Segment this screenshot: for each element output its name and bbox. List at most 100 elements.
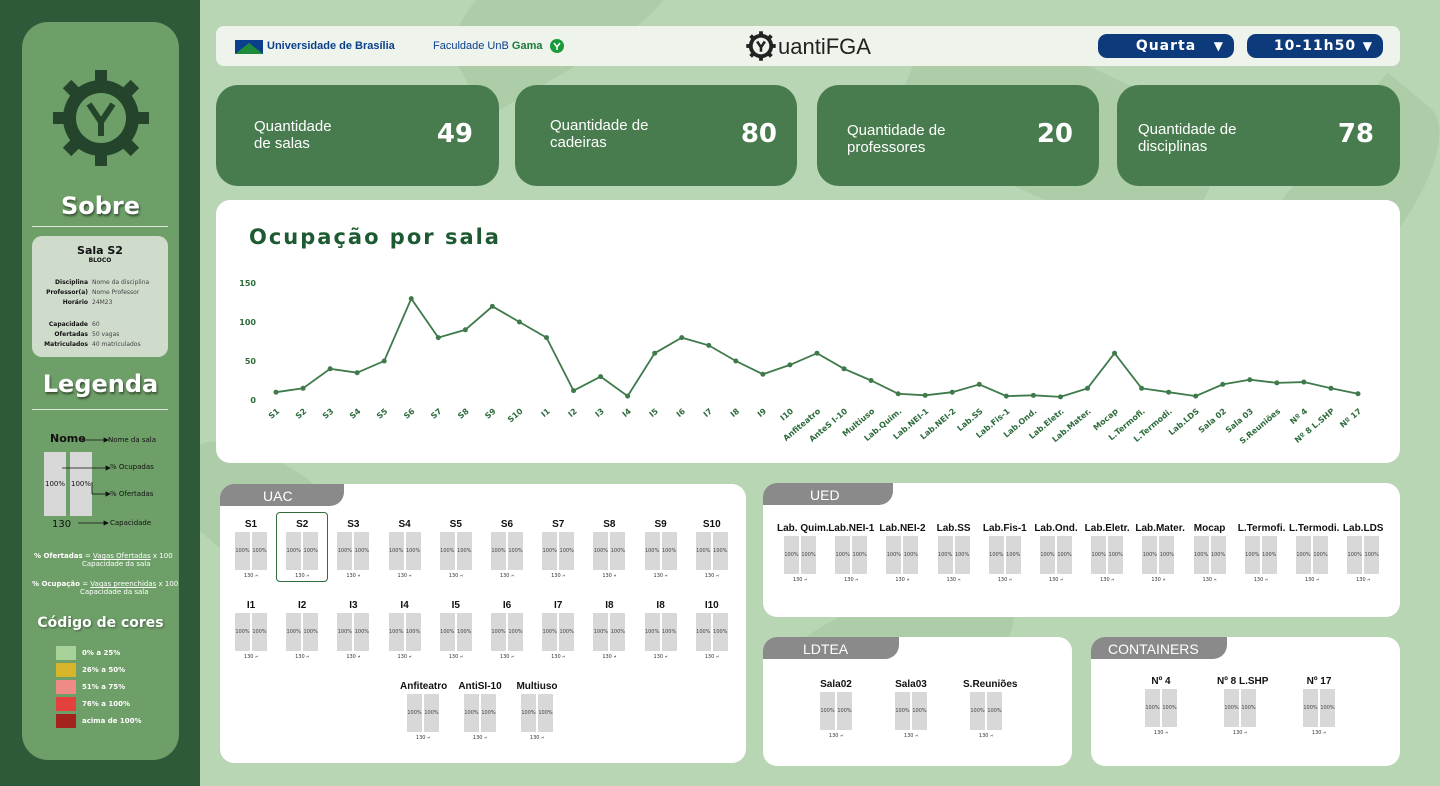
room-tile[interactable]: Mocap 100% 100% 130 ⑁ — [1187, 523, 1233, 583]
room-tile[interactable]: S.Reuniões 100% 100% 130 ⑁ — [963, 679, 1017, 739]
data-point[interactable] — [1301, 379, 1307, 385]
data-point[interactable] — [571, 388, 577, 394]
room-tile[interactable]: Sala02 100% 100% 130 ⑁ — [813, 679, 859, 739]
room-tile[interactable]: I5 100% 100% 130 ⑁ — [433, 600, 479, 660]
room-tile[interactable]: I1 100% 100% 130 ⑁ — [228, 600, 274, 660]
chair-icon: ⑁ — [1162, 577, 1166, 583]
data-point[interactable] — [1085, 385, 1090, 391]
data-point[interactable] — [1030, 392, 1036, 398]
room-tile[interactable]: S7 100% 100% 130 ⑁ — [535, 519, 581, 579]
data-point[interactable] — [1166, 389, 1172, 395]
data-point[interactable] — [1003, 393, 1009, 399]
room-tile[interactable]: S3 100% 100% 130 ⑁ — [330, 519, 376, 579]
room-tile[interactable]: Lab.LDS 100% 100% 130 ⑁ — [1340, 523, 1386, 583]
room-tile[interactable]: I3 100% 100% 130 ⑁ — [330, 600, 376, 660]
room-tile[interactable]: Multiuso 100% 100% 130 ⑁ — [514, 681, 560, 741]
room-occupied-bar: 100% — [820, 692, 835, 730]
data-point[interactable] — [652, 350, 658, 356]
data-point[interactable] — [841, 366, 847, 372]
room-capacity: 130 ⑁ — [1253, 577, 1268, 583]
data-point[interactable] — [598, 374, 604, 380]
room-tile[interactable]: Lab.NEI-2 100% 100% 130 ⑁ — [879, 523, 925, 583]
chair-icon: ⑁ — [408, 654, 412, 660]
data-point[interactable] — [760, 371, 766, 377]
data-point[interactable] — [976, 381, 982, 387]
room-tile[interactable]: Lab. Quim. 100% 100% 130 ⑁ — [777, 523, 829, 583]
room-tile[interactable]: Nº 4 100% 100% 130 ⑁ — [1138, 676, 1184, 736]
data-point[interactable] — [1355, 391, 1361, 397]
data-point[interactable] — [625, 393, 631, 399]
data-point[interactable] — [544, 335, 549, 341]
data-point[interactable] — [706, 342, 712, 348]
data-point[interactable] — [1247, 377, 1253, 383]
room-tile[interactable]: I2 100% 100% 130 ⑁ — [279, 600, 325, 660]
data-point[interactable] — [895, 391, 901, 397]
room-tile[interactable]: S2 100% 100% 130 ⑁ — [276, 512, 329, 582]
room-tile[interactable]: Nº 17 100% 100% 130 ⑁ — [1296, 676, 1342, 736]
data-point[interactable] — [516, 319, 522, 325]
room-tile[interactable]: I7 100% 100% 130 ⑁ — [535, 600, 581, 660]
room-offered-bar: 100% — [538, 694, 553, 732]
room-tile[interactable]: L.Termofi. 100% 100% 130 ⑁ — [1238, 523, 1286, 583]
data-point[interactable] — [489, 303, 495, 309]
room-occupied-bar: 100% — [970, 692, 985, 730]
room-capacity: 130 ⑁ — [448, 654, 463, 660]
room-tile[interactable]: S1 100% 100% 130 ⑁ — [228, 519, 274, 579]
containers-tab: CONTAINERS — [1091, 637, 1227, 659]
data-point[interactable] — [1057, 394, 1063, 400]
room-tile[interactable]: Nº 8 L.SHP 100% 100% 130 ⑁ — [1217, 676, 1268, 736]
room-tile[interactable]: S8 100% 100% 130 ⑁ — [586, 519, 632, 579]
data-point[interactable] — [381, 358, 387, 364]
room-tile[interactable]: S10 100% 100% 130 ⑁ — [689, 519, 735, 579]
room-tile[interactable]: I8 100% 100% 130 ⑁ — [638, 600, 684, 660]
data-point[interactable] — [868, 378, 874, 383]
room-tile[interactable]: I10 100% 100% 130 ⑁ — [689, 600, 735, 660]
data-point[interactable] — [354, 370, 360, 376]
data-point[interactable] — [949, 389, 955, 395]
room-tile[interactable]: L.Termodi. 100% 100% 130 ⑁ — [1289, 523, 1339, 583]
data-point[interactable] — [787, 362, 793, 368]
data-point[interactable] — [435, 335, 441, 341]
room-tile[interactable]: Lab.NEI-1 100% 100% 130 ⑁ — [828, 523, 874, 583]
room-tile[interactable]: Lab.SS 100% 100% 130 ⑁ — [931, 523, 977, 583]
data-point[interactable] — [1112, 350, 1118, 356]
data-point[interactable] — [327, 366, 333, 372]
room-tile[interactable]: Anfiteatro 100% 100% 130 ⑁ — [400, 681, 447, 741]
room-tile[interactable]: I4 100% 100% 130 ⑁ — [382, 600, 428, 660]
room-tile[interactable]: S6 100% 100% 130 ⑁ — [484, 519, 530, 579]
room-offered-bar: 100% — [252, 532, 267, 570]
room-tile[interactable]: Sala03 100% 100% 130 ⑁ — [888, 679, 934, 739]
room-tile[interactable]: S5 100% 100% 130 ⑁ — [433, 519, 479, 579]
room-tile[interactable]: Lab.Eletr. 100% 100% 130 ⑁ — [1084, 523, 1130, 583]
data-point[interactable] — [1193, 393, 1199, 399]
room-offered-bar: 100% — [987, 692, 1002, 730]
room-tile[interactable]: I6 100% 100% 130 ⑁ — [484, 600, 530, 660]
room-tile[interactable]: S4 100% 100% 130 ⑁ — [382, 519, 428, 579]
room-tile[interactable]: Lab.Mater. 100% 100% 130 ⑁ — [1135, 523, 1184, 583]
room-occupied-bar: 100% — [895, 692, 910, 730]
chair-icon: ⑁ — [664, 573, 668, 579]
data-point[interactable] — [408, 296, 414, 302]
room-tile[interactable]: S9 100% 100% 130 ⑁ — [638, 519, 684, 579]
x-tick-label: I5 — [648, 406, 661, 419]
day-select[interactable]: Quarta ▼ — [1098, 34, 1234, 58]
data-point[interactable] — [733, 358, 739, 364]
room-occupied-bar: 100% — [593, 532, 609, 570]
room-name: Lab. Quim. — [777, 523, 829, 534]
data-point[interactable] — [679, 335, 685, 341]
data-point[interactable] — [1274, 380, 1280, 386]
data-point[interactable] — [922, 392, 928, 398]
data-point[interactable] — [1328, 385, 1334, 391]
data-point[interactable] — [1220, 381, 1226, 387]
room-tile[interactable]: Lab.Ond. 100% 100% 130 ⑁ — [1033, 523, 1079, 583]
color-code-item: 0% a 25% — [56, 646, 142, 660]
time-select[interactable]: 10-11h50 ▼ — [1247, 34, 1383, 58]
data-point[interactable] — [300, 385, 306, 391]
data-point[interactable] — [462, 327, 468, 333]
room-tile[interactable]: Lab.Fis-1 100% 100% 130 ⑁ — [982, 523, 1028, 583]
data-point[interactable] — [1139, 385, 1145, 391]
data-point[interactable] — [814, 350, 820, 356]
room-tile[interactable]: AntiSI-10 100% 100% 130 ⑁ — [457, 681, 503, 741]
room-tile[interactable]: I8 100% 100% 130 ⑁ — [586, 600, 632, 660]
data-point[interactable] — [273, 389, 279, 395]
